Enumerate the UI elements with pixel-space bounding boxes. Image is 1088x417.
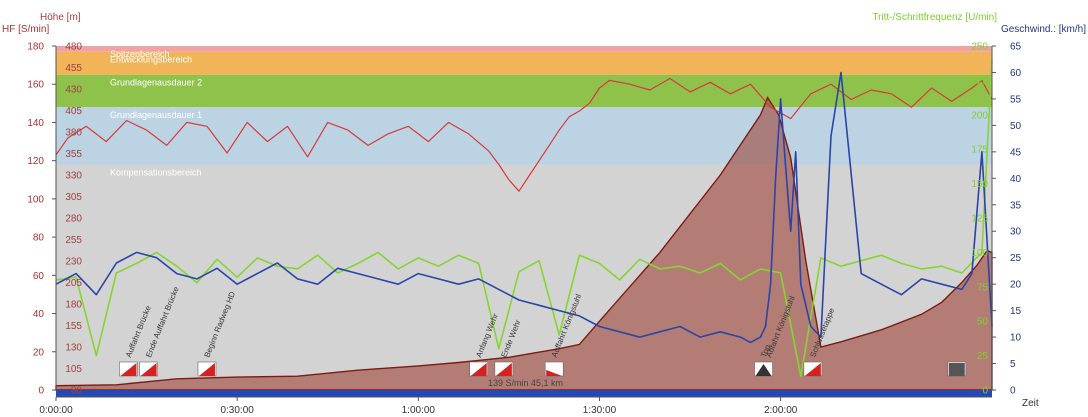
speed-tick-label: 60 (1010, 68, 1022, 79)
hr-tick-label: 40 (33, 309, 45, 320)
time-tick-label: 1:30:00 (583, 405, 617, 416)
speed-tick-label: 30 (1010, 227, 1022, 238)
heart-rate-zones: Kompensationsbereich Grundlagenausdauer 1… (56, 46, 992, 390)
marker-glyph (495, 363, 512, 376)
marker-glyph (470, 363, 487, 376)
hr-tick-label: 180 (27, 42, 44, 53)
marker-glyph (120, 363, 137, 376)
speed-line (55, 71, 993, 344)
altitude-tick-label: 155 (65, 321, 82, 332)
axes: 0204060801001201401601808010513015518020… (27, 42, 1021, 417)
altitude-area-path (55, 96, 993, 391)
altitude-tick-label: 380 (65, 128, 82, 139)
altitude-tick-label: 255 (65, 235, 82, 246)
altitude-tick-label: 455 (65, 63, 82, 74)
zone-label: Grundlagenausdauer 2 (110, 78, 202, 88)
hr-tick-label: 120 (27, 156, 44, 167)
cadence-tick-label: 0 (982, 386, 988, 397)
cadence-tick-label: 175 (971, 145, 988, 156)
altitude-tick-label: 180 (65, 300, 82, 311)
cadence-tick-label: 150 (971, 179, 988, 190)
time-tick-label: 0:00:00 (39, 405, 73, 416)
cadence-tick-label: 225 (971, 76, 988, 87)
altitude-tick-label: 80 (71, 386, 83, 397)
cadence-tick-label: 250 (971, 42, 988, 53)
marker-glyph (198, 363, 215, 376)
marker-glyph (804, 363, 821, 376)
altitude-tick-label: 130 (65, 343, 82, 354)
altitude-tick-label: 230 (65, 257, 82, 268)
speed-tick-label: 0 (1010, 386, 1016, 397)
zone-label: Spitzenbereich (110, 49, 170, 59)
altitude-tick-label: 105 (65, 364, 82, 375)
hr-tick-label: 60 (33, 271, 45, 282)
zone-label: Kompensationsbereich (110, 167, 202, 177)
altitude-area (55, 96, 993, 391)
speed-tick-label: 45 (1010, 147, 1022, 158)
time-axis-title: Zeit (1022, 398, 1039, 409)
time-tick-label: 2:00:00 (764, 405, 798, 416)
hr-tick-label: 0 (38, 386, 44, 397)
speed-tick-label: 65 (1010, 42, 1022, 53)
speed-tick-label: 15 (1010, 306, 1022, 317)
speed-tick-label: 50 (1010, 121, 1022, 132)
hr-tick-label: 20 (33, 347, 45, 358)
speed-tick-label: 20 (1010, 280, 1022, 291)
cadence-tick-label: 100 (971, 248, 988, 259)
altitude-tick-label: 355 (65, 149, 82, 160)
altitude-tick-label: 330 (65, 171, 82, 182)
hr-tick-label: 160 (27, 80, 44, 91)
distance-bar (56, 390, 992, 397)
altitude-tick-label: 205 (65, 278, 82, 289)
cadence-path (55, 59, 993, 377)
speed-tick-label: 10 (1010, 333, 1022, 344)
distance-bar-rect (56, 390, 992, 397)
cadence-axis-title: Tritt-/Schrittfrequenz [U/min] (872, 12, 997, 23)
heart-rate-path (55, 77, 993, 192)
zone-label: Grundlagenausdauer 1 (110, 110, 202, 120)
marker-glyph (546, 370, 563, 376)
hr-tick-label: 100 (27, 194, 44, 205)
zone-band (56, 46, 992, 52)
speed-tick-label: 25 (1010, 253, 1022, 264)
altitude-tick-label: 305 (65, 192, 82, 203)
speed-tick-label: 35 (1010, 200, 1022, 211)
marker-glyph (948, 363, 965, 376)
cadence-line (55, 59, 993, 377)
marker-glyph (140, 363, 157, 376)
time-tick-label: 0:30:00 (220, 405, 254, 416)
annotation-marker (947, 361, 967, 377)
cadence-tick-label: 25 (977, 351, 989, 362)
cadence-tick-label: 125 (971, 214, 988, 225)
zone-band (56, 51, 992, 75)
time-tick-label: 1:00:00 (402, 405, 436, 416)
zone-label: Entwicklungsbereich (110, 55, 192, 65)
speed-path (55, 71, 993, 344)
summary-label: 139 S/min 45,1 km (488, 378, 563, 388)
cadence-tick-label: 200 (971, 110, 988, 121)
zone-band (56, 107, 992, 165)
hr-tick-label: 140 (27, 118, 44, 129)
altitude-tick-label: 405 (65, 106, 82, 117)
speed-tick-label: 5 (1010, 359, 1016, 370)
altitude-tick-label: 480 (65, 42, 82, 53)
altitude-tick-label: 430 (65, 85, 82, 96)
speed-tick-label: 40 (1010, 174, 1022, 185)
hr-tick-label: 80 (33, 233, 45, 244)
annotation-marker: Top (754, 343, 773, 377)
heart-rate-line (55, 77, 993, 192)
marker-glyph (755, 364, 772, 376)
altitude-tick-label: 280 (65, 214, 82, 225)
cadence-tick-label: 50 (977, 317, 989, 328)
speed-tick-label: 55 (1010, 94, 1022, 105)
altitude-axis-title: Höhe [m] (40, 12, 81, 23)
speed-axis-title: Geschwind.: [km/h] (1001, 24, 1086, 35)
hr-axis-title: HF [S/min] (2, 24, 49, 35)
cadence-tick-label: 75 (977, 282, 989, 293)
